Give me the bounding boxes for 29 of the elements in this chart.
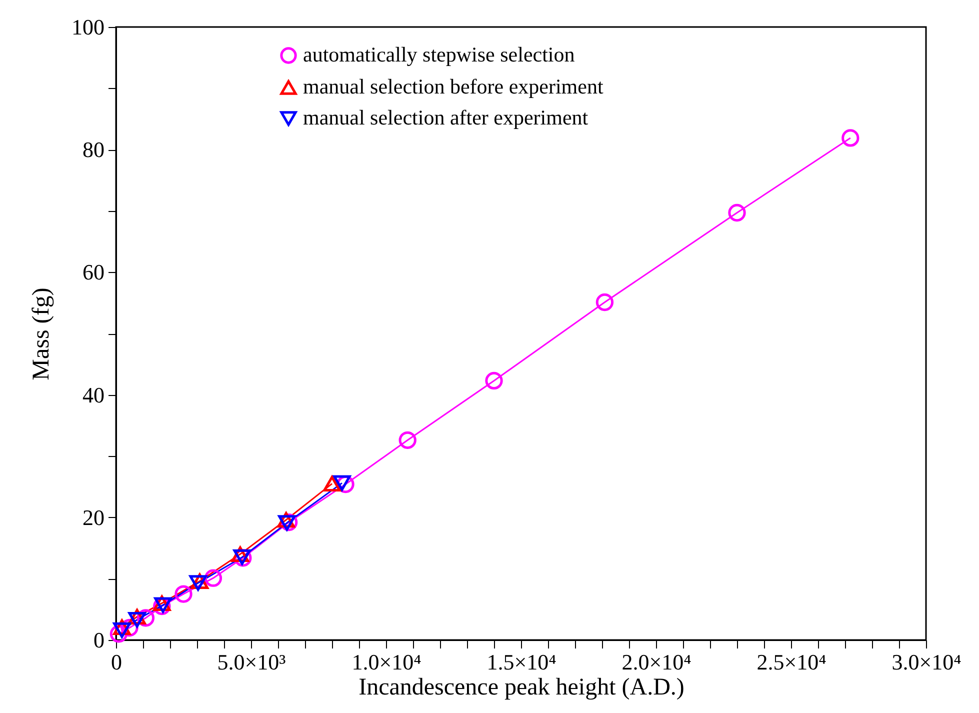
x-tick-label: 3.0×10⁴ [892, 650, 962, 674]
y-tick-label: 80 [82, 137, 104, 162]
x-tick-label: 1.0×10⁴ [352, 650, 422, 674]
point [174, 585, 192, 603]
x-tick-label: 2.5×10⁴ [756, 650, 827, 674]
x-tick-label: 2.0×10⁴ [622, 650, 692, 674]
point [204, 569, 222, 587]
x-tick-label: 5.0×10³ [217, 650, 286, 674]
point [323, 476, 341, 492]
legend-label: automatically stepwise selection [303, 42, 576, 66]
x-axis-title: Incandescence peak height (A.D.) [358, 674, 684, 700]
point [333, 475, 351, 491]
point [398, 431, 416, 449]
x-tick-label: 1.5×10⁴ [486, 650, 557, 674]
point [728, 204, 746, 222]
y-tick-label: 40 [82, 382, 104, 408]
y-tick-label: 100 [72, 14, 104, 40]
y-axis-title: Mass (fg) [28, 288, 54, 380]
point [842, 129, 860, 147]
legend-label: manual selection before experiment [303, 74, 604, 98]
x-tick-label: 0 [111, 650, 122, 674]
point [596, 293, 614, 312]
legend-label: manual selection after experiment [303, 106, 588, 130]
y-tick-label: 60 [82, 260, 104, 285]
y-tick-label: 0 [94, 628, 104, 652]
point [485, 372, 503, 390]
point [113, 622, 131, 638]
point [128, 612, 146, 628]
y-tick-label: 20 [82, 504, 104, 530]
